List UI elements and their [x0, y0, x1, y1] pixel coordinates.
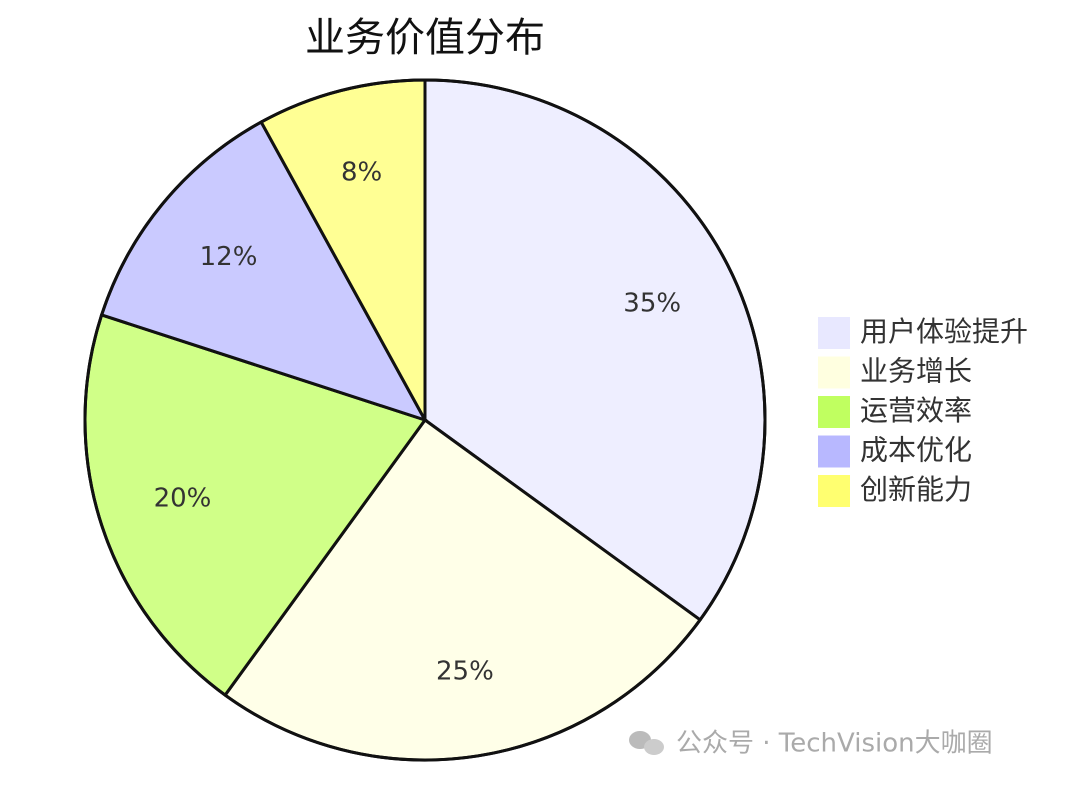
- slice-label: 25%: [436, 656, 494, 686]
- legend-swatch: [818, 396, 850, 428]
- legend-label: 创新能力: [860, 473, 972, 506]
- slice-label: 35%: [623, 289, 681, 319]
- legend-label: 运营效率: [860, 394, 972, 427]
- slice-label: 20%: [154, 483, 212, 513]
- slice-label: 12%: [200, 242, 258, 272]
- legend-label: 用户体验提升: [860, 315, 1028, 348]
- legend-swatch: [818, 356, 850, 389]
- legend-swatch: [818, 475, 850, 507]
- legend-label: 成本优化: [860, 434, 972, 467]
- legend-swatch: [818, 435, 850, 468]
- legend-swatch: [818, 317, 850, 349]
- legend-label: 业务增长: [860, 355, 972, 388]
- watermark: 公众号 · TechVision大咖圈: [676, 729, 993, 759]
- slice-label: 8%: [341, 158, 382, 188]
- pie-outline: [83, 78, 767, 762]
- chart-title: 业务价值分布: [305, 15, 545, 61]
- watermark-icon: [629, 731, 664, 755]
